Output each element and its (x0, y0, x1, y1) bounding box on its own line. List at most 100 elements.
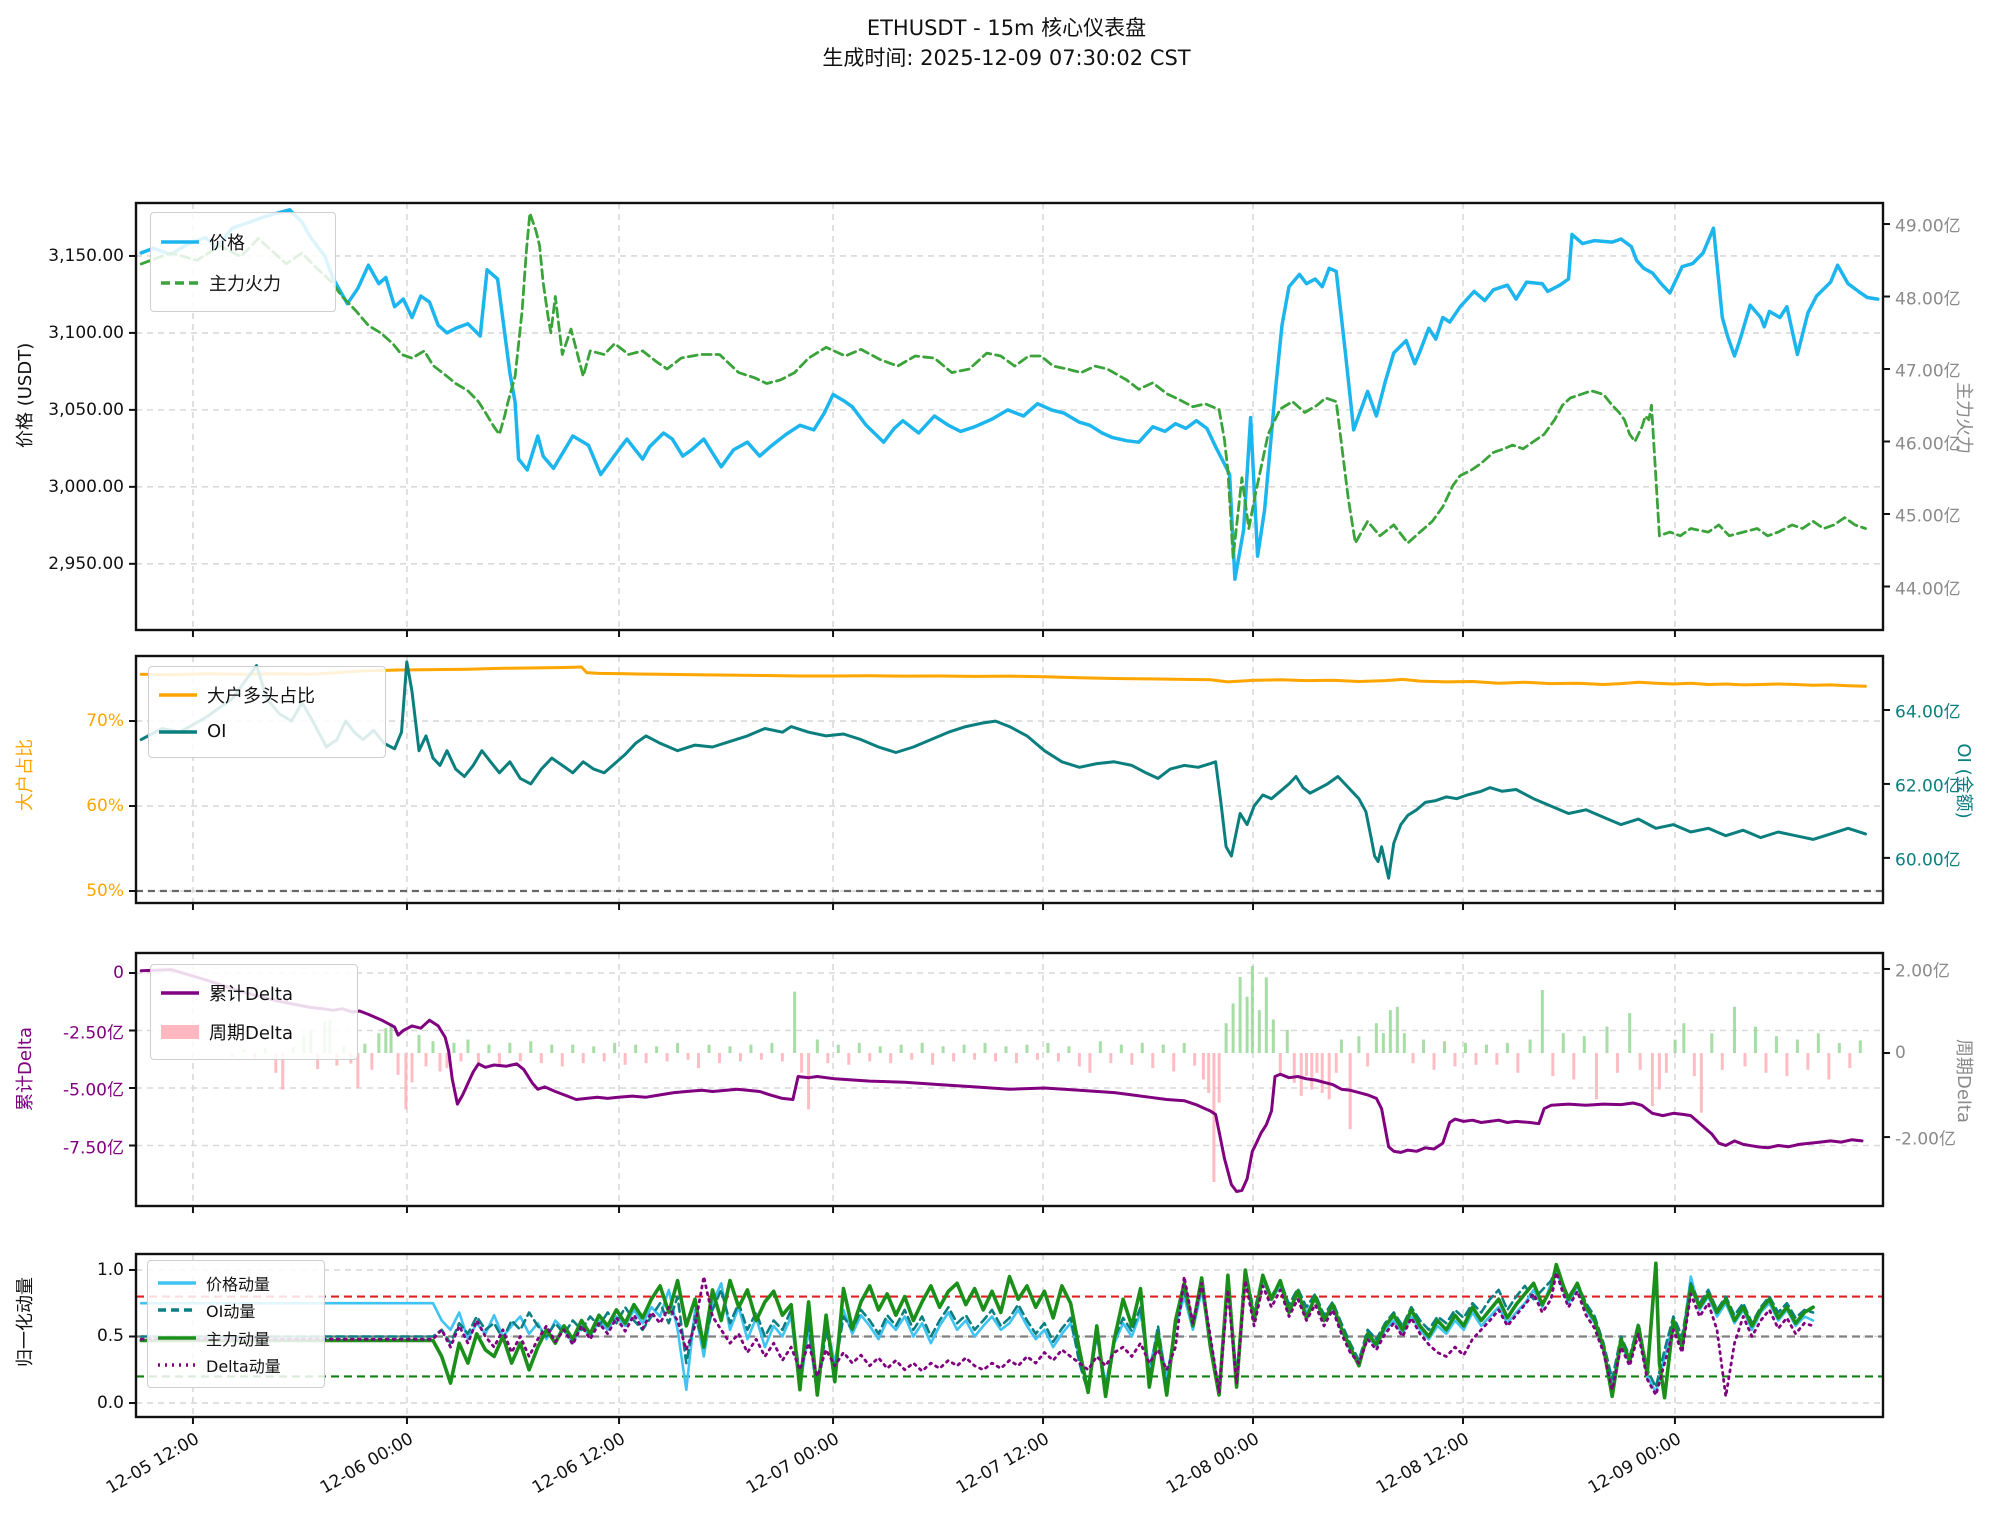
series-价格 (139, 208, 1880, 581)
delta-bar (417, 1034, 421, 1054)
legend-item: 主力火力 (161, 270, 321, 296)
delta-bar (1411, 1053, 1415, 1064)
delta-bar (431, 1041, 435, 1054)
y-tick-label: 0 (1895, 1043, 1906, 1064)
delta-bar (1516, 1053, 1520, 1073)
delta-bar (404, 1053, 408, 1110)
delta-bar (738, 1053, 742, 1062)
delta-bar (1077, 1053, 1081, 1067)
delta-bar (952, 1053, 956, 1062)
delta-bar (560, 1053, 564, 1067)
delta-bar (1388, 1010, 1392, 1054)
delta-bar (1743, 1053, 1747, 1067)
legend-box: 价格动量 OI动量 主力动量 Delta动量 (147, 1260, 325, 1388)
delta-bar (1304, 1053, 1308, 1077)
legend-item: OI (159, 721, 371, 742)
delta-bar (1764, 1053, 1768, 1073)
delta-bar (1443, 1041, 1447, 1054)
delta-bar (396, 1053, 400, 1075)
delta-bar (1848, 1053, 1852, 1069)
delta-bar (370, 1053, 374, 1070)
delta-bar (1067, 1046, 1071, 1054)
delta-bar (1315, 1053, 1319, 1073)
series-主力火力 (139, 211, 1867, 559)
legend-item: 累计Delta (161, 980, 343, 1006)
delta-bar (1310, 1053, 1314, 1090)
delta-bar (1201, 1053, 1205, 1080)
plot-border (134, 201, 1885, 632)
y-tick-label: 3,100.00 (48, 322, 124, 343)
legend-marker-icon (161, 990, 199, 995)
delta-bar (836, 1044, 840, 1054)
legend-marker-icon (158, 1336, 196, 1340)
delta-bar (707, 1044, 711, 1054)
legend-marker-icon (161, 1024, 199, 1039)
delta-bar (697, 1053, 701, 1069)
delta-bar (717, 1053, 721, 1064)
delta-bar (363, 1043, 367, 1054)
legend-item: 价格动量 (158, 1271, 310, 1295)
delta-bar (1245, 996, 1249, 1054)
delta-bar (1484, 1044, 1488, 1054)
delta-bar (1561, 1033, 1565, 1054)
delta-bar (1785, 1053, 1789, 1077)
legend-item: 大户多头占比 (159, 682, 371, 708)
delta-bar (1572, 1053, 1576, 1080)
delta-bar (1292, 1053, 1296, 1083)
series-Delta动量 (139, 1271, 1815, 1398)
plot-border (134, 951, 1885, 1208)
page-subtitle: 生成时间: 2025-12-09 07:30:02 CST (822, 46, 1191, 70)
y-tick-label: 60% (86, 796, 124, 817)
delta-bar (941, 1046, 945, 1054)
delta-bar (1140, 1042, 1144, 1054)
delta-bar (1056, 1053, 1060, 1062)
y-tick-label: 0 (113, 963, 124, 983)
delta-bar (571, 1044, 575, 1054)
y-tick-label: 2,950.00 (48, 553, 124, 574)
plot-border (134, 654, 1885, 905)
legend-label: Delta动量 (206, 1357, 281, 1377)
delta-bar (931, 1053, 935, 1065)
legend-marker-icon (159, 693, 197, 697)
delta-bar (889, 1053, 893, 1064)
delta-bar (1088, 1053, 1092, 1073)
delta-bar (676, 1042, 680, 1054)
delta-bar (899, 1044, 903, 1054)
series-主力动量 (139, 1261, 1815, 1400)
legend-item: OI动量 (158, 1298, 310, 1322)
delta-bar (644, 1053, 648, 1064)
y-tick-label: 45.00亿 (1895, 506, 1961, 527)
legend-label: 周期Delta (209, 1022, 294, 1044)
delta-bar (377, 1033, 381, 1054)
series-OI (139, 660, 1867, 880)
delta-bar (508, 1042, 512, 1054)
delta-bar (466, 1039, 470, 1054)
delta-bar (1673, 1039, 1677, 1054)
right-axis-title: 主力火力 (1953, 381, 1974, 454)
delta-bar (1858, 1040, 1862, 1054)
delta-bar (529, 1041, 533, 1054)
delta-bar (920, 1042, 924, 1054)
right-axis-title: OI (金额) (1953, 742, 1974, 819)
delta-bar (1278, 1053, 1282, 1073)
left-axis-title: 归一化动量 (15, 1276, 36, 1367)
delta-bar (1422, 1039, 1426, 1054)
legend-marker-icon (159, 730, 197, 734)
y-tick-label: 62.00亿 (1895, 776, 1961, 797)
left-axis-title: 大户占比 (15, 738, 36, 811)
delta-bar (1334, 1053, 1338, 1073)
y-tick-label: 64.00亿 (1895, 702, 1961, 723)
delta-bar (602, 1053, 606, 1062)
delta-bar (1035, 1053, 1039, 1060)
y-tick-label: 46.00亿 (1895, 434, 1961, 454)
delta-bar (1638, 1053, 1642, 1070)
delta-bar (1582, 1036, 1586, 1054)
delta-bar (1212, 1053, 1216, 1183)
delta-bar (1025, 1044, 1029, 1054)
delta-bar (1692, 1053, 1696, 1077)
delta-bar (1774, 1036, 1778, 1054)
delta-bar (1682, 1023, 1686, 1054)
y-tick-label: 60.00亿 (1895, 850, 1961, 871)
delta-bar (1463, 1042, 1467, 1054)
delta-bar (1657, 1053, 1661, 1090)
